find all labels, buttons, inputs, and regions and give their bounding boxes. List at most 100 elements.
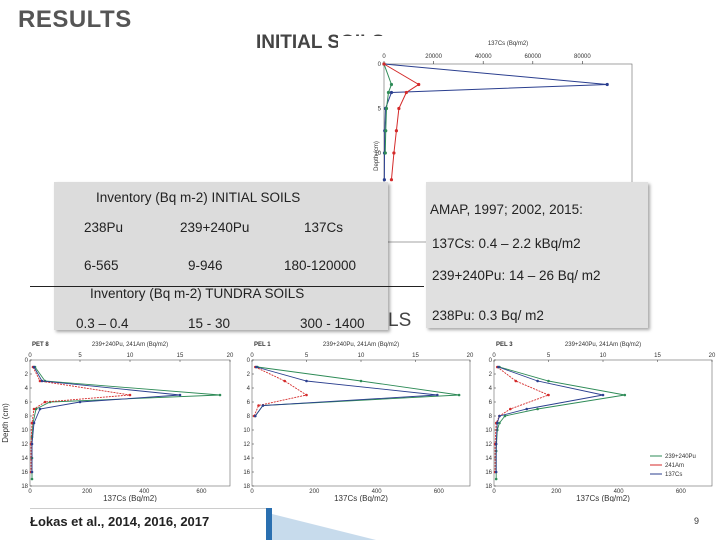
chart-title: PET 8 (32, 342, 49, 348)
y-tick-label: 12 (21, 442, 28, 448)
x-axis-label: 137Cs (Bq/m2) (334, 494, 388, 502)
tundra-value-pu239-240: 15 - 30 (188, 316, 231, 331)
data-point (32, 365, 36, 369)
data-point (305, 393, 308, 397)
amap-pu238: 238Pu: 0.3 Bq/ m2 (432, 308, 544, 323)
data-point (32, 421, 36, 425)
inventory-initial-title-text: Inventory (Bq m-2) INITIAL SOILS (96, 190, 301, 205)
top-tick-label: 0 (250, 353, 254, 359)
data-point (78, 400, 82, 404)
header-cs137: 137Cs (304, 220, 344, 235)
top-tick-label: 5 (547, 353, 551, 359)
y-tick-label: 0 (247, 358, 251, 364)
y-tick-label: 0 (489, 358, 493, 364)
data-point (389, 178, 394, 182)
chart-title: PEL 3 (496, 342, 513, 348)
plot-frame (29, 359, 231, 487)
data-point (389, 82, 394, 87)
x-tick-label: 20000 (425, 54, 442, 60)
bottom-tick-label: 400 (614, 489, 625, 495)
data-point (498, 414, 501, 418)
data-point (253, 414, 257, 418)
y-tick-label: 8 (247, 414, 251, 420)
y-tick-label: 6 (489, 400, 493, 406)
tundra-soils-title-tail: LS (388, 310, 412, 331)
data-point (30, 470, 34, 474)
data-point (218, 393, 222, 397)
top-tick-label: 20 (467, 353, 474, 359)
data-point (404, 90, 408, 95)
top-tick-label: 5 (305, 353, 309, 359)
y-tick-label: 10 (485, 428, 492, 434)
legend-entry: 241Am (665, 463, 684, 469)
data-point (382, 62, 386, 66)
y-tick-label: 18 (243, 484, 250, 490)
top-tick-label: 15 (654, 353, 661, 359)
data-point (547, 379, 550, 383)
chart-pel3: PEL 3 239+240Pu, 241Am (Bq/m2) 0 5 10 15 20 0 20… (482, 338, 720, 502)
data-point (436, 393, 439, 397)
legend-entry: 137Cs (665, 472, 682, 478)
amap-cs137: 137Cs: 0.4 – 2.2 kBq/m2 (432, 236, 581, 251)
top-tick-label: 20 (709, 353, 716, 359)
initial-value-cs137: 180-120000 (284, 258, 357, 273)
header-pu239-240: 239+240Pu (180, 220, 250, 235)
y-tick-label: 2 (247, 372, 251, 378)
y-tick-label: 10 (243, 428, 250, 434)
top-tick-label: 15 (412, 353, 419, 359)
data-point (397, 106, 401, 111)
chart-pel1: PEL 1 239+240Pu, 241Am (Bq/m2) 0 5 10 15 20 0 20… (240, 338, 480, 502)
data-point (498, 421, 501, 425)
top-axis-label: 239+240Pu, 241Am (Bq/m2) (92, 342, 168, 348)
chart-pet8-svg: PET 8 239+240Pu, 241Am (Bq/m2)0 5 10 15 200 20… (1, 342, 234, 502)
series-line-1 (494, 366, 550, 472)
x-axis-label: 137Cs (Bq/m2) (576, 494, 630, 502)
y-tick-label: 0 (378, 62, 382, 68)
top-tick-label: 20 (227, 353, 234, 359)
y-tick-label: 4 (247, 386, 251, 392)
citation: Łokas et al., 2014, 2016, 2017 (30, 514, 210, 529)
data-point (257, 404, 260, 407)
data-point (30, 421, 34, 425)
bottom-tick-label: 0 (28, 489, 32, 495)
data-point (457, 393, 461, 397)
x-tick-label: 80000 (574, 54, 591, 60)
data-point (386, 90, 391, 95)
page-number: 9 (694, 516, 700, 526)
series-line-2 (31, 366, 181, 472)
data-point (547, 393, 550, 397)
footer-accent-wedge (272, 514, 376, 540)
data-point (359, 379, 363, 383)
series-line-1 (30, 366, 131, 472)
y-tick-label: 8 (25, 414, 29, 420)
data-point (40, 379, 44, 383)
data-point (494, 470, 498, 474)
top-tick-label: 5 (78, 353, 82, 359)
y-tick-label: 18 (485, 484, 492, 490)
bottom-tick-label: 0 (492, 489, 496, 495)
credit-bar (30, 508, 266, 541)
y-tick-label: 18 (21, 484, 28, 490)
data-point (384, 106, 389, 111)
amap-reference-box: AMAP, 1997; 2002, 2015: 137Cs: 0.4 – 2.2… (426, 182, 648, 328)
series-line-2 (495, 366, 604, 472)
y-tick-label: 16 (21, 470, 28, 476)
chart-cs-top-axis-title: 137Cs (Bq/m2) (488, 41, 528, 47)
y-tick-label: 10 (21, 428, 28, 434)
data-point (261, 404, 265, 407)
y-tick-label: 10 (374, 151, 381, 157)
y-tick-label: 2 (25, 372, 29, 378)
data-point (495, 421, 499, 425)
tundra-value-pu238: 0.3 – 0.4 (76, 316, 129, 331)
bottom-tick-label: 600 (434, 489, 445, 495)
data-point (394, 129, 398, 133)
bottom-tick-label: 200 (551, 489, 562, 495)
inventory-panel: Inventory (Bq m-2) INITIAL SOILS 238Pu 2… (54, 182, 388, 331)
plot-frame (493, 359, 713, 487)
slide-title: RESULTS (18, 6, 132, 33)
y-tick-label: 12 (485, 442, 492, 448)
top-tick-label: 10 (127, 353, 134, 359)
plot-frame (251, 359, 471, 487)
top-tick-label: 10 (358, 353, 365, 359)
data-point (525, 407, 528, 411)
